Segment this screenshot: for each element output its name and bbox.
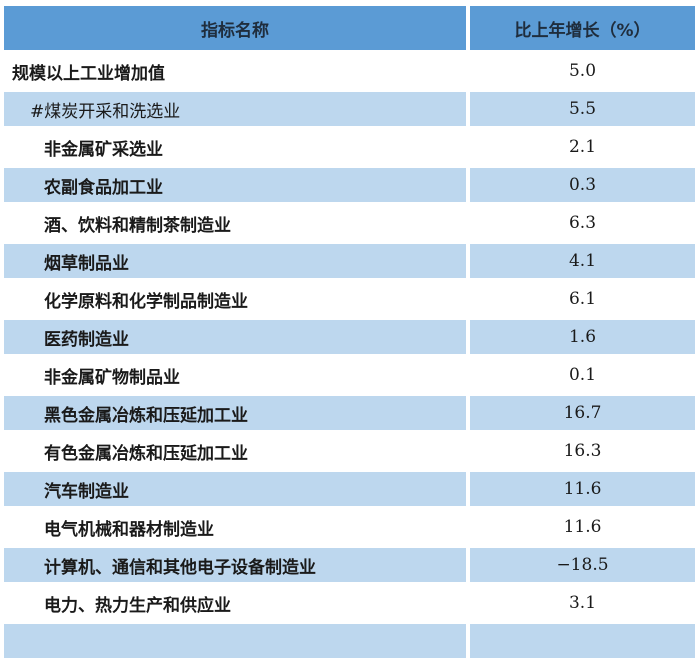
industry-growth-table: 指标名称 比上年增长（%） 规模以上工业增加值 5.0 #煤炭开采和洗选业 5.… (4, 6, 695, 658)
table-row: 有色金属冶炼和压延加工业 16.3 (4, 430, 695, 468)
row-growth-value: 0.3 (470, 164, 695, 202)
table-row-empty (4, 620, 695, 658)
row-indicator-name: 汽车制造业 (4, 468, 470, 506)
table-row: 电力、热力生产和供应业 3.1 (4, 582, 695, 620)
row-indicator-name: 烟草制品业 (4, 240, 470, 278)
column-header-indicator-name: 指标名称 (4, 6, 470, 50)
table-row: 医药制造业 1.6 (4, 316, 695, 354)
table-row: 计算机、通信和其他电子设备制造业 −18.5 (4, 544, 695, 582)
row-indicator-name: 有色金属冶炼和压延加工业 (4, 430, 470, 468)
row-indicator-name: 电气机械和器材制造业 (4, 506, 470, 544)
row-indicator-name: #煤炭开采和洗选业 (4, 88, 470, 126)
table-row: 规模以上工业增加值 5.0 (4, 50, 695, 88)
row-indicator-name: 规模以上工业增加值 (4, 50, 470, 88)
table-row: 黑色金属冶炼和压延加工业 16.7 (4, 392, 695, 430)
row-growth-value: 1.6 (470, 316, 695, 354)
row-growth-value (470, 620, 695, 658)
row-indicator-name: 非金属矿物制品业 (4, 354, 470, 392)
row-growth-value: 6.1 (470, 278, 695, 316)
row-growth-value: 16.3 (470, 430, 695, 468)
row-growth-value: 2.1 (470, 126, 695, 164)
row-growth-value: −18.5 (470, 544, 695, 582)
table-row: 电气机械和器材制造业 11.6 (4, 506, 695, 544)
table-row: 非金属矿物制品业 0.1 (4, 354, 695, 392)
table-row: 化学原料和化学制品制造业 6.1 (4, 278, 695, 316)
row-indicator-name: 医药制造业 (4, 316, 470, 354)
table-row: 汽车制造业 11.6 (4, 468, 695, 506)
row-growth-value: 5.0 (470, 50, 695, 88)
table-row: #煤炭开采和洗选业 5.5 (4, 88, 695, 126)
row-growth-value: 0.1 (470, 354, 695, 392)
table-row: 酒、饮料和精制茶制造业 6.3 (4, 202, 695, 240)
row-indicator-name (4, 620, 470, 658)
row-indicator-name: 非金属矿采选业 (4, 126, 470, 164)
row-indicator-name: 电力、热力生产和供应业 (4, 582, 470, 620)
row-growth-value: 11.6 (470, 506, 695, 544)
row-indicator-name: 计算机、通信和其他电子设备制造业 (4, 544, 470, 582)
row-growth-value: 11.6 (470, 468, 695, 506)
row-growth-value: 5.5 (470, 88, 695, 126)
row-indicator-name: 酒、饮料和精制茶制造业 (4, 202, 470, 240)
row-indicator-name: 黑色金属冶炼和压延加工业 (4, 392, 470, 430)
row-growth-value: 6.3 (470, 202, 695, 240)
table-row: 非金属矿采选业 2.1 (4, 126, 695, 164)
table-row: 农副食品加工业 0.3 (4, 164, 695, 202)
row-growth-value: 3.1 (470, 582, 695, 620)
row-growth-value: 4.1 (470, 240, 695, 278)
column-header-growth: 比上年增长（%） (470, 6, 695, 50)
row-growth-value: 16.7 (470, 392, 695, 430)
industry-growth-table-container: 指标名称 比上年增长（%） 规模以上工业增加值 5.0 #煤炭开采和洗选业 5.… (4, 6, 695, 658)
table-header-row: 指标名称 比上年增长（%） (4, 6, 695, 50)
table-row: 烟草制品业 4.1 (4, 240, 695, 278)
row-indicator-name: 化学原料和化学制品制造业 (4, 278, 470, 316)
row-indicator-name: 农副食品加工业 (4, 164, 470, 202)
